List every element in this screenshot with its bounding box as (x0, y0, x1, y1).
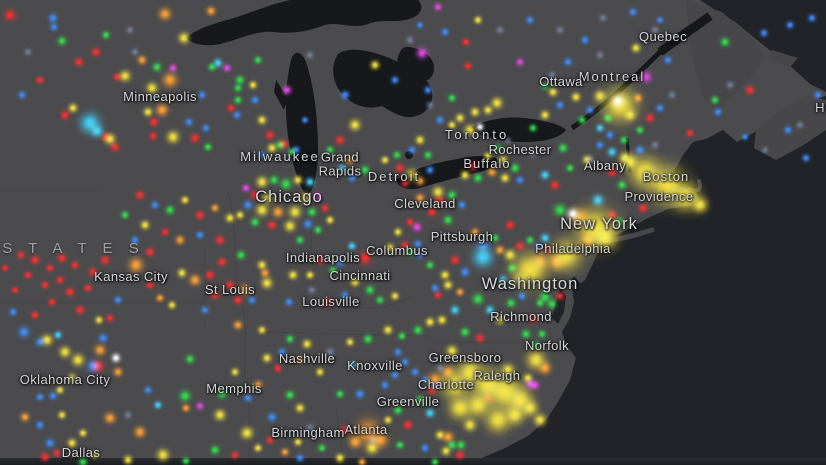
prince-edward-island (768, 50, 798, 67)
city-label: Albany (583, 157, 627, 173)
city-label: Grand Rapids (318, 149, 362, 179)
city-label: Birmingham (271, 424, 345, 440)
city-label: Quebec (639, 28, 687, 44)
country-label: D S T A T E S (2, 239, 145, 257)
city-label: Indianapolis (285, 249, 361, 265)
city-label: New York (560, 214, 638, 233)
city-label: Providence (624, 188, 694, 204)
city-label: Columbus (366, 242, 428, 258)
city-label: Boston (642, 168, 690, 184)
city-label: Philadelphia (535, 240, 611, 256)
city-label: Knoxville (347, 357, 403, 373)
city-label: Detroit (367, 168, 421, 184)
city-label: Minneapolis (123, 88, 197, 104)
city-label: Cleveland (394, 195, 456, 211)
city-label: Toronto (444, 126, 510, 142)
city-label: Norfolk (525, 337, 569, 353)
new-brunswick-land (686, 0, 766, 112)
atlantic-ocean (462, 96, 826, 465)
city-label: St Louis (204, 281, 256, 297)
city-label: Cincinnati (329, 267, 391, 283)
city-label: Buffalo (463, 155, 511, 171)
city-label: Dallas (61, 444, 101, 460)
city-label: Atlanta (344, 421, 388, 437)
city-label: Pittsburgh (430, 228, 494, 244)
city-label: Nashville (278, 350, 336, 366)
city-label: Washington (481, 274, 579, 293)
city-label: Memphis (206, 380, 262, 396)
city-label: Chicago (255, 187, 323, 206)
city-label: Ottawa (539, 73, 583, 89)
city-label: Oklahoma City (19, 371, 111, 387)
city-label: Louisville (302, 293, 360, 309)
st-lawrence-mouth (657, 12, 713, 56)
city-label: Greensboro (428, 349, 502, 365)
bottom-strip (0, 458, 826, 465)
city-label: Greenville (376, 393, 440, 409)
city-label: Richmond (490, 308, 552, 324)
city-label: Kansas City (94, 268, 168, 284)
lake-superior (186, 0, 422, 46)
city-label: Montreal (578, 68, 646, 84)
city-label: Milwaukee (240, 148, 320, 164)
lake-ontario (470, 117, 566, 142)
city-label: H (815, 99, 825, 115)
city-label: Charlotte (417, 376, 475, 392)
lake-huron (333, 49, 433, 118)
city-label: Raleigh (473, 367, 521, 383)
